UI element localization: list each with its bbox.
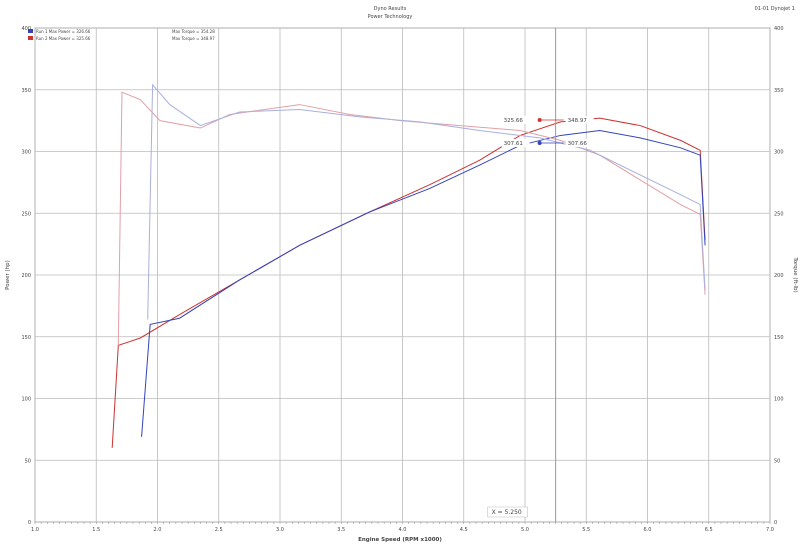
y2-tick-label: 400	[774, 26, 784, 32]
y2-tick-label: 200	[774, 273, 784, 279]
annotation-value: 348.97	[568, 118, 588, 124]
series-line-4	[147, 83, 706, 320]
y-tick-label: 300	[21, 150, 31, 156]
y-tick-label: 350	[21, 88, 31, 94]
legend-swatch-run2	[28, 36, 33, 40]
annotation-box	[565, 116, 594, 124]
annotation-box	[565, 139, 594, 147]
y-tick-label: 50	[25, 458, 31, 464]
y-tick-label: 0	[28, 520, 31, 526]
x-tick-label: 5.0	[521, 527, 529, 533]
y2-tick-label: 150	[774, 335, 784, 341]
annotations: 325.66 348.97 307.61 307.66	[501, 116, 594, 147]
legend-run1-power: Run 1 Max Power = 326.66	[36, 29, 91, 34]
annotation-value: 307.61	[504, 141, 523, 147]
legend-run2-torque: Max Torque = 348.97	[172, 36, 215, 41]
x-tick-label: 2.0	[154, 527, 162, 533]
x-tick-label: 3.0	[276, 527, 284, 533]
series-group	[111, 83, 706, 448]
y2-tick-label: 0	[774, 520, 777, 526]
x-tick-label: 1.0	[31, 527, 39, 533]
legend-swatch-run1	[28, 29, 33, 33]
series-line-3	[117, 91, 706, 346]
top-right-info: 01-01 Dynojet 1	[755, 6, 795, 12]
series-line-2	[141, 129, 706, 437]
annotation-value: 325.66	[504, 118, 524, 124]
x-tick-label: 1.5	[92, 527, 100, 533]
y2-tick-label: 100	[774, 397, 784, 403]
y2-tick-label: 300	[774, 150, 784, 156]
y2-tick-label: 350	[774, 88, 784, 94]
x-tick-label: 5.5	[582, 527, 590, 533]
y-tick-label: 100	[21, 397, 31, 403]
y-tick-label: 400	[21, 26, 31, 32]
x-axis-label: Engine Speed (RPM x1000)	[358, 537, 442, 543]
x-tick-label: 4.5	[460, 527, 468, 533]
x-tick-label: 6.5	[705, 527, 713, 533]
y-tick-label: 200	[21, 273, 31, 279]
chart-title: Dyno Results	[374, 6, 407, 12]
y-tick-label: 150	[21, 335, 31, 341]
cursor-label-box	[487, 506, 528, 518]
x-tick-label: 4.0	[399, 527, 407, 533]
cursor-label: X = 5.250	[492, 509, 522, 516]
ticks: 1.0 1.5 2.0 2.5 3.0 3.5 4.0 4.5 5.0 5.5 6.0 6.5 7.00…	[21, 26, 783, 533]
y2-tick-label: 50	[774, 458, 780, 464]
annotation-box	[501, 116, 530, 124]
chart-subtitle: Power Technology	[368, 14, 413, 20]
annotation-value: 307.66	[568, 141, 588, 147]
x-tick-label: 3.5	[337, 527, 345, 533]
legend-run1-torque: Max Torque = 354.28	[172, 29, 215, 34]
series-line-1	[111, 117, 706, 448]
annotation-box	[501, 139, 530, 147]
y2-tick-label: 250	[774, 211, 784, 217]
y-axis-label: Power (hp)	[5, 260, 11, 290]
grid	[34, 27, 771, 523]
y-tick-label: 250	[21, 211, 31, 217]
x-tick-label: 7.0	[766, 527, 774, 533]
x-tick-label: 6.0	[644, 527, 652, 533]
legend: Run 1 Max Power = 326.66 Max Torque = 35…	[28, 29, 215, 41]
legend-run2-power: Run 2 Max Power = 325.66	[36, 36, 91, 41]
y2-axis-label: Torque (ft-lb)	[792, 256, 798, 292]
x-tick-label: 2.5	[215, 527, 223, 533]
